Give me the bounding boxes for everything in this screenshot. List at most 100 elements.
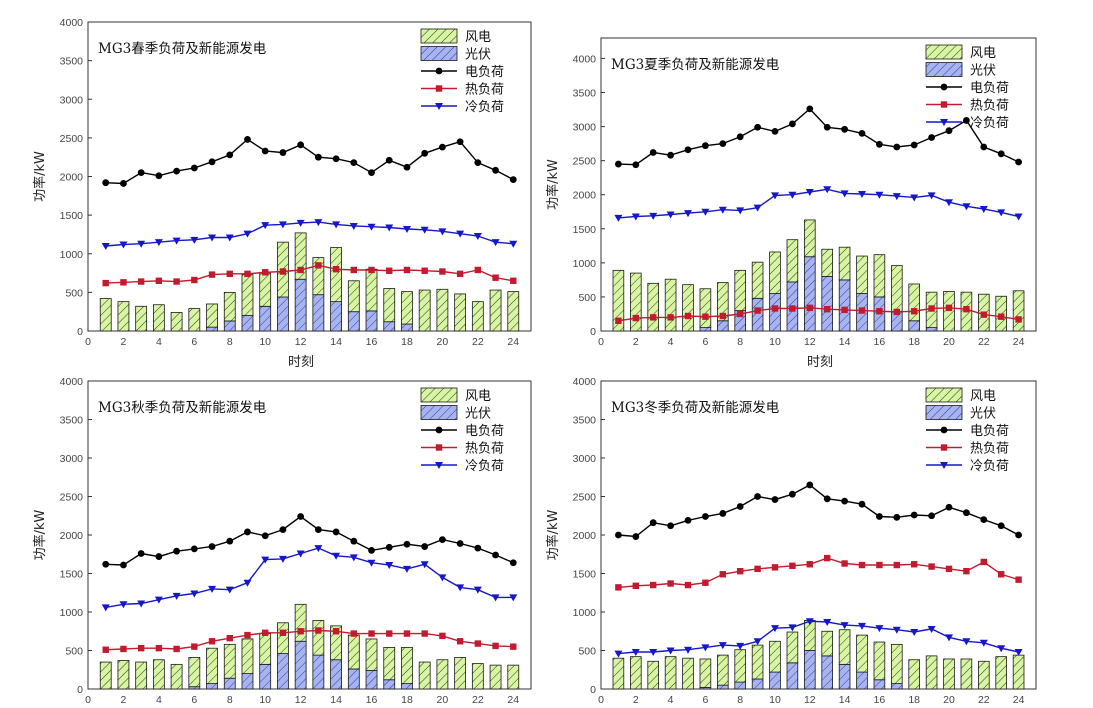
- wind-bar: [259, 633, 272, 665]
- wind-bar: [170, 663, 183, 690]
- pv-bar: [401, 683, 413, 690]
- electric-load-point: [963, 117, 970, 124]
- heat-load-point: [615, 584, 622, 591]
- heat-load-point: [980, 311, 987, 318]
- electric-load-point: [719, 140, 727, 148]
- y-tick-label: 1000: [60, 249, 84, 261]
- wind-bar: [769, 251, 781, 294]
- electric-load-point: [439, 536, 446, 544]
- wind-bar: [786, 631, 799, 664]
- pv-bar: [925, 327, 938, 332]
- cooling-load-point: [875, 625, 884, 633]
- x-tick-label: 12: [804, 694, 816, 706]
- cooling-load-point: [509, 594, 518, 602]
- wind-bar: [925, 655, 938, 690]
- cooling-load-point: [296, 550, 305, 558]
- cooling-load-point: [631, 649, 640, 657]
- electric-load-point: [137, 169, 145, 177]
- cooling-load-point: [243, 230, 252, 238]
- cooling-load-point: [840, 190, 849, 198]
- heat-load-point: [332, 266, 340, 273]
- wind-bar: [612, 657, 625, 690]
- y-tick-label: 2000: [573, 190, 597, 202]
- heat-load-point: [893, 308, 900, 316]
- pv-bar: [838, 279, 851, 332]
- heat-load-point: [368, 630, 375, 637]
- cooling-load-point: [473, 232, 482, 240]
- x-tick-label: 8: [227, 694, 233, 706]
- electric-load-point: [667, 151, 674, 159]
- electric-load-point: [876, 513, 883, 520]
- heat-load-point: [244, 270, 251, 278]
- wind-bar: [751, 261, 764, 299]
- heat-load-point: [684, 312, 692, 320]
- electric-load-line: [618, 107, 1019, 166]
- heat-load-point: [754, 565, 761, 573]
- legend-label: 风电: [465, 30, 491, 45]
- heat-load-point: [350, 266, 357, 274]
- heat-load-point: [155, 277, 163, 284]
- cooling-load-point: [823, 186, 832, 194]
- heat-load-point: [928, 563, 935, 570]
- heat-load-point: [510, 643, 517, 650]
- wind-bar: [838, 246, 851, 281]
- wind-bar: [99, 298, 112, 332]
- heat-load-point: [297, 266, 304, 274]
- wind-bar: [241, 638, 254, 675]
- pv-bar: [223, 320, 236, 332]
- cooling-load-point: [314, 219, 323, 227]
- x-axis-label: 时刻: [807, 355, 833, 370]
- cooling-load-point: [631, 213, 640, 221]
- legend-label: 热负荷: [465, 442, 504, 457]
- electric-load-point: [789, 490, 796, 498]
- electric-load-point: [928, 512, 935, 520]
- heat-load-point: [737, 310, 744, 318]
- y-tick-label: 3000: [60, 453, 84, 465]
- heat-load-point: [911, 308, 918, 315]
- cooling-load-point: [753, 638, 762, 646]
- pv-bar: [312, 294, 325, 332]
- x-tick-label: 0: [85, 694, 91, 706]
- wind-bar: [401, 647, 413, 685]
- heat-load-point: [102, 646, 109, 653]
- heat-load-point: [858, 307, 866, 314]
- legend-marker-heat-load: [940, 444, 948, 451]
- pv-bar: [769, 293, 781, 332]
- wind-bar: [908, 659, 920, 690]
- x-tick-label: 6: [191, 694, 197, 706]
- cooling-load-point: [190, 590, 199, 598]
- x-tick-label: 18: [908, 694, 920, 706]
- heat-load-point: [315, 262, 322, 269]
- electric-load-point: [261, 147, 269, 155]
- heat-load-point: [474, 266, 482, 274]
- electric-load-point: [806, 105, 814, 113]
- heat-load-point: [439, 632, 446, 640]
- legend-label: 冷负荷: [465, 100, 504, 115]
- y-tick-label: 2000: [60, 530, 84, 542]
- heat-load-point: [191, 643, 198, 650]
- cooling-load-point: [666, 211, 675, 219]
- cooling-load-point: [314, 545, 323, 553]
- cooling-load-point: [840, 622, 849, 630]
- wind-bar: [436, 288, 449, 332]
- heat-load-point: [474, 640, 482, 647]
- cooling-load-point: [892, 626, 901, 634]
- electric-load-point: [403, 163, 411, 171]
- y-tick-label: 1500: [60, 569, 84, 581]
- heat-load-point: [771, 305, 779, 312]
- electric-load-point: [173, 167, 181, 175]
- y-tick-label: 1500: [573, 224, 597, 236]
- wind-bar: [436, 659, 449, 690]
- wind-bar: [873, 641, 886, 681]
- cooling-load-point: [349, 222, 358, 230]
- y-tick-label: 500: [65, 287, 83, 299]
- cooling-load-point: [208, 585, 217, 593]
- heat-load-point: [928, 305, 935, 312]
- y-tick-label: 2500: [60, 133, 84, 145]
- electric-load-point: [261, 532, 269, 540]
- wind-bar: [943, 291, 955, 332]
